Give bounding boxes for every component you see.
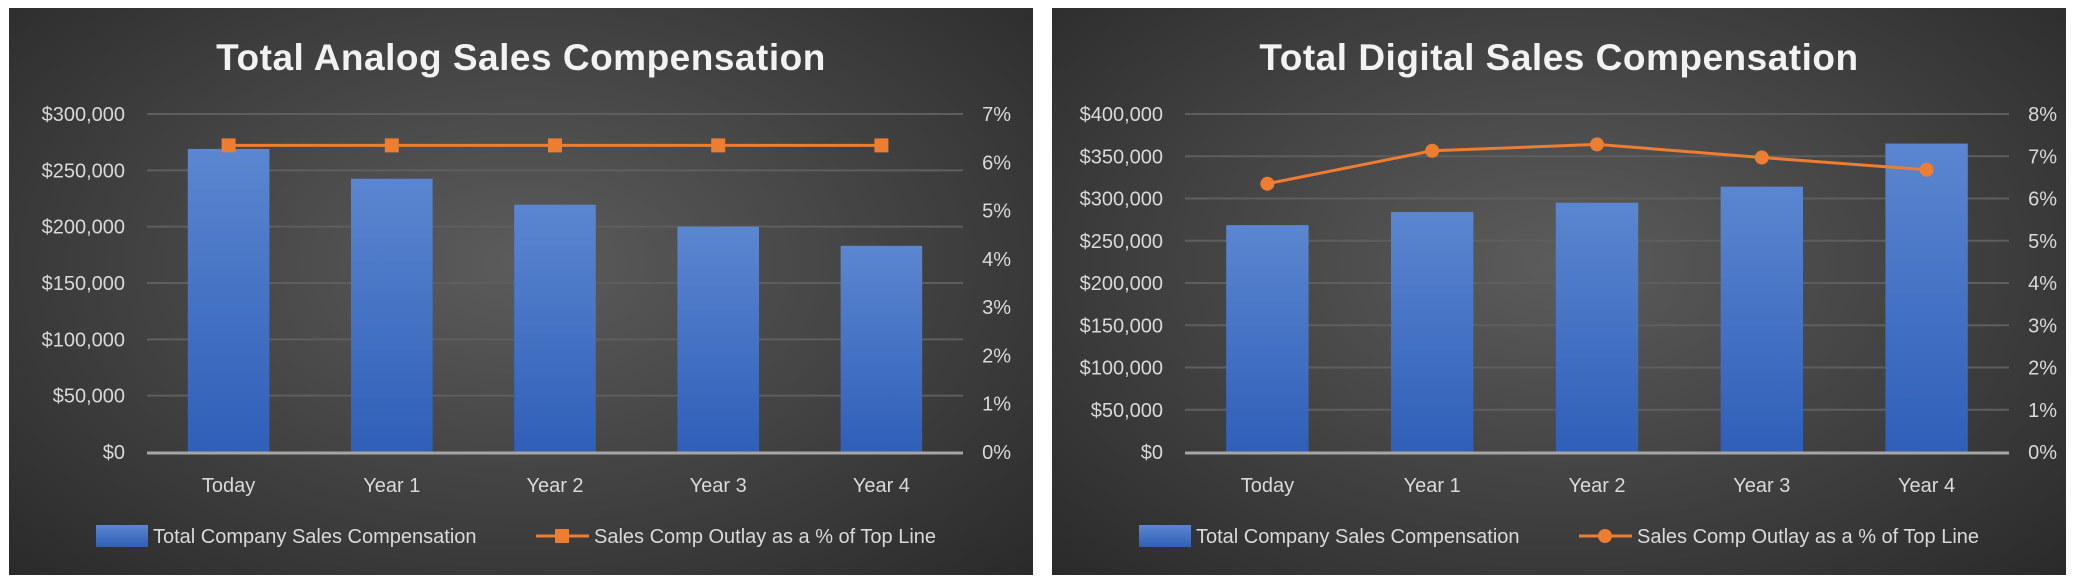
y-left-tick-label: $300,000	[42, 104, 125, 126]
x-tick-label: Year 4	[853, 475, 910, 497]
y-right-tick-label: 1%	[982, 394, 1011, 416]
y-left-tick-label: $100,000	[1080, 358, 1163, 380]
legend-bar-label: Total Company Sales Compensation	[1196, 526, 1520, 548]
legend-line-label: Sales Comp Outlay as a % of Top Line	[594, 526, 936, 548]
line-marker	[1260, 176, 1275, 191]
y-left-tick-label: $50,000	[1091, 400, 1163, 422]
line-marker	[874, 138, 889, 153]
legend-line-label: Sales Comp Outlay as a % of Top Line	[1637, 526, 1979, 548]
y-right-tick-label: 5%	[982, 201, 1011, 223]
y-left-tick-label: $250,000	[1080, 231, 1163, 253]
bar	[351, 178, 433, 453]
legend-bar-swatch	[96, 525, 148, 547]
x-tick-label: Year 2	[526, 475, 583, 497]
x-tick-label: Today	[1241, 475, 1294, 497]
y-left-tick-label: $300,000	[1080, 189, 1163, 211]
y-right-tick-label: 7%	[2028, 146, 2057, 168]
y-right-tick-label: 3%	[982, 297, 1011, 319]
y-right-tick-label: 6%	[982, 152, 1011, 174]
bar	[677, 226, 759, 452]
y-right-tick-label: 8%	[2028, 104, 2057, 126]
chart-title: Total Analog Sales Compensation	[216, 37, 826, 78]
x-tick-label: Today	[202, 475, 255, 497]
x-tick-label: Year 1	[363, 475, 420, 497]
y-right-tick-label: 4%	[2028, 273, 2057, 295]
legend-bar-swatch	[1139, 525, 1191, 547]
legend-line-marker	[555, 529, 569, 543]
y-right-tick-label: 2%	[982, 345, 1011, 367]
y-left-tick-label: $350,000	[1080, 146, 1163, 168]
x-tick-label: Year 2	[1568, 475, 1625, 497]
bar	[514, 204, 596, 452]
bar	[840, 245, 923, 452]
x-tick-label: Year 4	[1898, 475, 1955, 497]
bar	[1226, 225, 1309, 452]
line-marker	[221, 138, 236, 153]
y-left-tick-label: $150,000	[1080, 315, 1163, 337]
legend-line-marker	[1598, 529, 1612, 543]
y-left-tick-label: $0	[103, 442, 125, 464]
y-right-tick-label: 3%	[2028, 315, 2057, 337]
y-left-tick-label: $150,000	[42, 273, 125, 295]
y-right-tick-label: 7%	[982, 104, 1011, 126]
y-right-tick-label: 1%	[2028, 400, 2057, 422]
bar	[1555, 202, 1639, 452]
line-marker	[548, 138, 562, 153]
bar	[1720, 186, 1803, 453]
digital-chart: Total Digital Sales Compensation $0 $50,00…	[1052, 8, 2066, 575]
chart-title: Total Digital Sales Compensation	[1259, 37, 1858, 78]
y-right-tick-label: 5%	[2028, 231, 2057, 253]
x-tick-label: Year 3	[1733, 475, 1790, 497]
chart-svg: Total Analog Sales Compensation $0 $50,000…	[42, 37, 1012, 548]
legend-bar-label: Total Company Sales Compensation	[153, 526, 477, 548]
bar	[1391, 212, 1474, 452]
line-marker	[1425, 143, 1440, 158]
y-left-tick-label: $250,000	[42, 160, 125, 182]
x-tick-label: Year 1	[1404, 475, 1461, 497]
y-right-tick-label: 0%	[982, 442, 1011, 464]
y-left-tick-label: $400,000	[1080, 104, 1163, 126]
y-right-tick-label: 6%	[2028, 189, 2057, 211]
y-right-tick-label: 2%	[2028, 358, 2057, 380]
bar	[1885, 143, 1968, 452]
y-left-tick-label: $100,000	[42, 329, 125, 351]
bar	[187, 148, 270, 452]
y-right-tick-label: 0%	[2028, 442, 2057, 464]
line-marker	[384, 138, 399, 153]
y-right-tick-label: 4%	[982, 249, 1011, 271]
line-marker	[1754, 150, 1769, 165]
y-left-tick-label: $0	[1141, 442, 1163, 464]
analog-chart: Total Analog Sales Compensation $0 $50,000…	[9, 8, 1033, 575]
y-left-tick-label: $50,000	[53, 386, 125, 408]
line-marker	[1919, 162, 1934, 177]
chart-svg: Total Digital Sales Compensation $0 $50,00…	[1080, 37, 2058, 548]
x-tick-label: Year 3	[690, 475, 747, 497]
line-marker	[1590, 137, 1604, 152]
line-marker	[711, 138, 726, 153]
y-left-tick-label: $200,000	[1080, 273, 1163, 295]
y-left-tick-label: $200,000	[42, 217, 125, 239]
